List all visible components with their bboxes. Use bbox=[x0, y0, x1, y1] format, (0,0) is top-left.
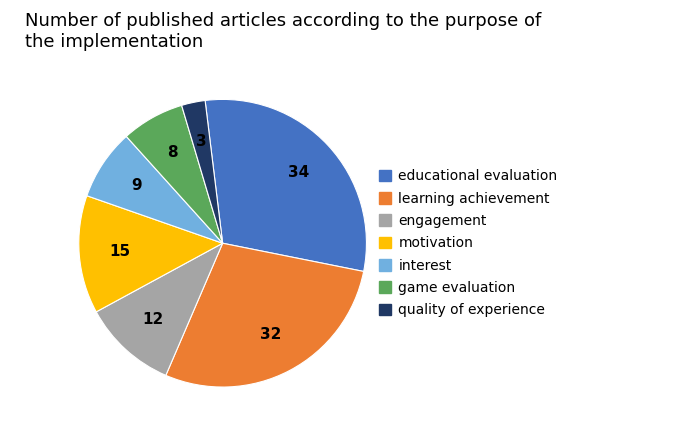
Wedge shape bbox=[166, 243, 364, 387]
Text: 9: 9 bbox=[131, 179, 142, 193]
Text: 8: 8 bbox=[166, 146, 177, 160]
Text: 32: 32 bbox=[260, 327, 282, 342]
Wedge shape bbox=[96, 243, 223, 375]
Wedge shape bbox=[126, 105, 223, 243]
Text: 12: 12 bbox=[142, 312, 164, 327]
Wedge shape bbox=[182, 101, 223, 243]
Text: Number of published articles according to the purpose of
the implementation: Number of published articles according t… bbox=[25, 12, 541, 51]
Wedge shape bbox=[79, 196, 223, 312]
Text: 34: 34 bbox=[288, 165, 309, 180]
Legend: educational evaluation, learning achievement, engagement, motivation, interest, : educational evaluation, learning achieve… bbox=[373, 164, 563, 323]
Text: 3: 3 bbox=[196, 135, 207, 149]
Wedge shape bbox=[205, 99, 366, 272]
Text: 15: 15 bbox=[109, 244, 130, 259]
Wedge shape bbox=[87, 137, 223, 243]
